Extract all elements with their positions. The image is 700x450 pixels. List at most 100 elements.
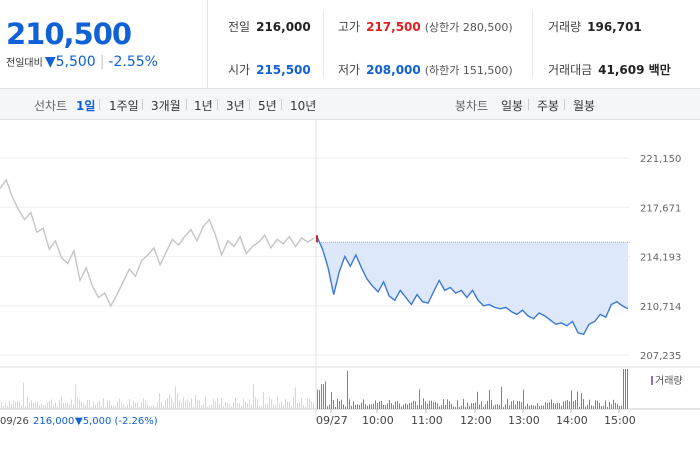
volume-bar-prev	[103, 398, 104, 409]
volume-bar-today	[339, 400, 340, 409]
volume-bar-today	[507, 399, 508, 409]
volume-bar-prev	[311, 401, 312, 409]
volume-bar-prev	[263, 391, 264, 409]
y-tick-label: 214,193	[640, 253, 681, 264]
volume-bar-today	[613, 399, 614, 409]
volume-bar-prev	[157, 402, 158, 409]
today-fill	[317, 236, 628, 335]
volume-bar-prev	[127, 404, 128, 409]
volume-bar-prev	[111, 404, 112, 409]
volume-bar-prev	[181, 402, 182, 409]
tab-3y[interactable]: 3년	[226, 99, 245, 113]
volume-swatch	[651, 376, 653, 385]
volume-bar-today	[623, 369, 624, 409]
volume-bar-prev	[243, 398, 244, 409]
volume-bar-today	[513, 400, 514, 409]
volume-bar-prev	[133, 400, 134, 409]
volume-bar-today	[465, 406, 466, 409]
volume-bar-prev	[31, 400, 32, 409]
volume-bar-today	[363, 399, 364, 409]
tab-1w[interactable]: 1주일	[109, 99, 139, 113]
volume-bar-prev	[61, 397, 62, 409]
volume-bar-prev	[71, 399, 72, 409]
volume-bar-prev	[285, 398, 286, 409]
volume-bar-today	[401, 406, 402, 409]
volume-bar-today	[321, 384, 322, 409]
volume-bar-today	[567, 400, 568, 409]
volume-bar-prev	[91, 406, 92, 409]
volume-bar-prev	[253, 383, 254, 409]
volume-bar-prev	[93, 401, 94, 409]
volume-bar-today	[451, 403, 452, 409]
tab-3m[interactable]: 3개월	[151, 99, 181, 113]
volume-bar-today	[501, 386, 502, 409]
volume-bar-today	[317, 389, 318, 409]
volume-bar-today	[523, 389, 524, 409]
volume-bar-today	[411, 402, 412, 409]
tab-1y[interactable]: 1년	[194, 99, 213, 113]
volume-bar-today	[333, 400, 334, 409]
change-label: 전일대비	[6, 58, 43, 69]
low-stat: 저가 208,000 (하한가 151,500)	[338, 61, 513, 78]
volume-bar-prev	[313, 402, 314, 409]
volume-bar-prev	[259, 406, 260, 409]
volume-bar-prev	[251, 404, 252, 409]
volume-bar-prev	[143, 398, 144, 409]
prev-close-stat: 전일 216,000	[228, 18, 311, 35]
volume-bar-today	[405, 403, 406, 409]
volume-bar-today	[335, 406, 336, 409]
volume-bar-prev	[167, 397, 168, 409]
volume-bar-prev	[271, 399, 272, 409]
volume-bar-today	[435, 401, 436, 409]
volume-bar-today	[591, 405, 592, 409]
volume-bar-today	[357, 404, 358, 409]
volume-bar-prev	[117, 401, 118, 409]
price-summary: 210,500 전일대비 ▼5,500 | -2.55%	[0, 0, 208, 88]
volume-bar-prev	[287, 401, 288, 409]
volume-bar-today	[573, 401, 574, 409]
volume-bar-prev	[119, 398, 120, 409]
volume-bar-today	[329, 404, 330, 409]
volume-bar-today	[511, 401, 512, 409]
volume-bar-prev	[303, 404, 304, 409]
open-stat: 시가 215,500	[228, 61, 311, 78]
volume-bar-prev	[187, 399, 188, 409]
amount-stat: 거래대금 41,609 백만	[548, 61, 671, 78]
volume-bar-prev	[65, 402, 66, 409]
tab-daily-candle[interactable]: 일봉	[501, 99, 524, 113]
open-label: 시가	[228, 63, 251, 77]
volume-bar-prev	[19, 401, 20, 409]
tab-5y[interactable]: 5년	[258, 99, 277, 113]
volume-bar-prev	[179, 400, 180, 409]
volume-bar-prev	[249, 399, 250, 409]
volume-bar-prev	[115, 406, 116, 409]
volume-bar-prev	[291, 406, 292, 409]
volume-bar-prev	[81, 401, 82, 409]
volume-bar-today	[549, 402, 550, 409]
y-tick-label: 221,150	[640, 154, 681, 165]
volume-bar-today	[571, 390, 572, 409]
tab-weekly-candle[interactable]: 주봉	[537, 99, 560, 113]
volume-bar-prev	[163, 405, 164, 409]
x-tick-label: 10:00	[362, 414, 394, 427]
volume-bar-prev	[185, 400, 186, 409]
volume-bar-today	[393, 405, 394, 409]
volume-bar-prev	[183, 397, 184, 409]
volume-bar-prev	[301, 398, 302, 409]
tab-1d[interactable]: 1일	[76, 99, 96, 113]
volume-bar-prev	[1, 402, 2, 409]
volume-bar-today	[475, 402, 476, 409]
volume-bar-prev	[125, 406, 126, 409]
volume-bar-prev	[247, 403, 248, 409]
volume-bar-prev	[121, 402, 122, 409]
x-tick-label: 11:00	[411, 414, 443, 427]
intraday-price-chart: 221,150 217,671 214,193 210,714 207,235 09/2…	[0, 120, 700, 427]
volume-bar-prev	[141, 402, 142, 409]
volume-bar-today	[559, 403, 560, 409]
volume-bar-today	[587, 404, 588, 409]
volume-bar-today	[491, 399, 492, 409]
volume-bar-prev	[73, 404, 74, 409]
tab-10y[interactable]: 10년	[290, 99, 317, 113]
volume-bar-today	[389, 400, 390, 409]
tab-monthly-candle[interactable]: 월봉	[573, 99, 596, 113]
